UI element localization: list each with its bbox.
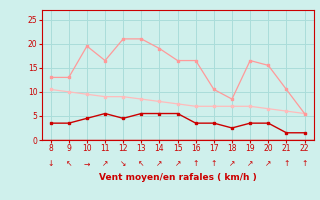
Text: ↑: ↑ [193,159,199,168]
Text: ↗: ↗ [247,159,253,168]
Text: ↗: ↗ [156,159,163,168]
Text: ↘: ↘ [120,159,126,168]
Text: ↗: ↗ [102,159,108,168]
Text: ↗: ↗ [265,159,271,168]
Text: ↖: ↖ [66,159,72,168]
Text: →: → [84,159,90,168]
Text: ↖: ↖ [138,159,145,168]
Text: ↑: ↑ [283,159,290,168]
Text: ↓: ↓ [47,159,54,168]
Text: ↗: ↗ [174,159,181,168]
Text: ↑: ↑ [301,159,308,168]
Text: ↑: ↑ [211,159,217,168]
Text: ↗: ↗ [229,159,235,168]
X-axis label: Vent moyen/en rafales ( km/h ): Vent moyen/en rafales ( km/h ) [99,173,256,182]
